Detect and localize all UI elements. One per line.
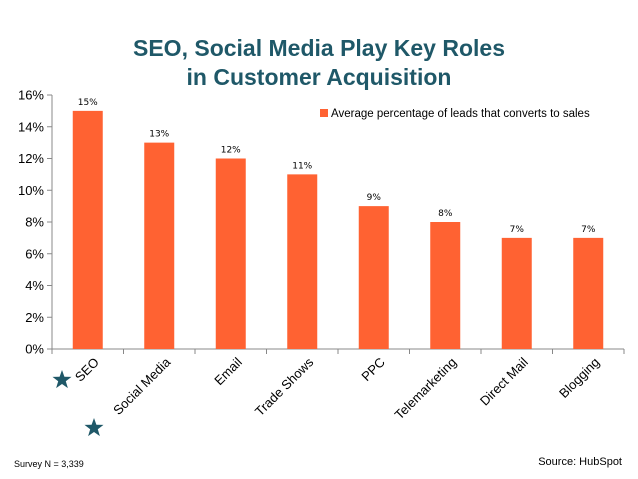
legend-swatch: [320, 109, 328, 117]
y-tick-label: 4%: [25, 278, 44, 293]
category-label: Email: [211, 354, 245, 388]
data-label: 7%: [510, 225, 525, 235]
category-label: PPC: [358, 355, 388, 385]
y-tick-label: 12%: [18, 151, 44, 166]
legend-label: Average percentage of leads that convert…: [331, 108, 590, 120]
chart-title-line-2: in Customer Acquisition: [186, 64, 452, 90]
chart-title-line-1: SEO, Social Media Play Key Roles: [133, 35, 505, 61]
category-label: SEO: [72, 355, 102, 385]
data-label: 13%: [149, 130, 169, 140]
category-label: Direct Mail: [477, 354, 531, 408]
bar: [72, 110, 103, 349]
data-label: 12%: [221, 146, 241, 156]
bar: [573, 237, 604, 349]
y-tick-label: 0%: [25, 342, 44, 357]
category-label: Trade Shows: [252, 354, 317, 419]
data-label: 7%: [581, 225, 596, 235]
bar: [430, 222, 461, 349]
y-tick-label: 6%: [25, 246, 44, 261]
category-label: Social Media: [110, 354, 174, 418]
data-label: 11%: [292, 161, 312, 171]
bar: [501, 237, 532, 349]
star-icon: [84, 418, 104, 437]
y-tick-label: 14%: [18, 119, 44, 134]
y-tick-label: 2%: [25, 310, 44, 325]
data-label: 9%: [367, 193, 382, 203]
y-tick-label: 8%: [25, 215, 44, 230]
bar: [287, 174, 318, 349]
category-label: Telemarketing: [392, 355, 460, 423]
chart-title: SEO, Social Media Play Key Roles in Cust…: [0, 34, 638, 92]
y-tick-label: 16%: [18, 88, 44, 103]
bar: [215, 158, 246, 349]
y-tick-label: 10%: [18, 183, 44, 198]
data-label: 8%: [438, 209, 453, 219]
data-label: 15%: [78, 98, 98, 108]
bar: [144, 142, 175, 349]
survey-footnote: Survey N = 3,339: [14, 459, 84, 469]
source-footnote: Source: HubSpot: [538, 456, 622, 468]
category-label: Blogging: [556, 355, 602, 401]
bar: [358, 206, 389, 349]
star-icon: [52, 370, 72, 389]
